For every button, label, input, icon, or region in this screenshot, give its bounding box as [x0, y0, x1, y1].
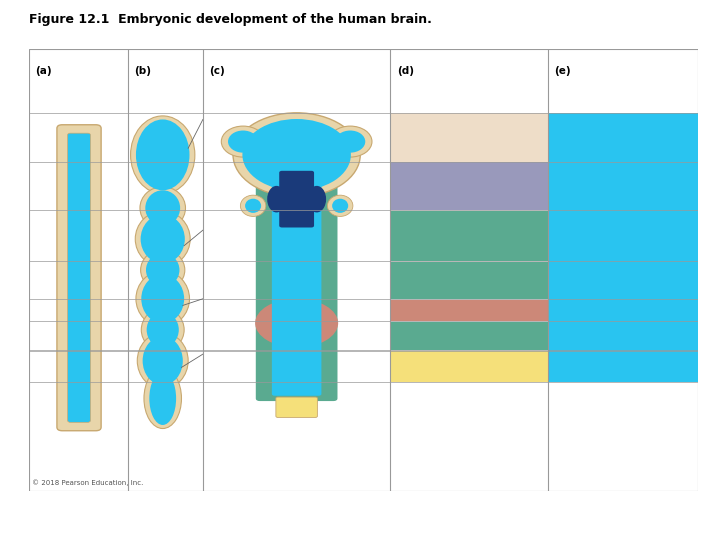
Ellipse shape	[140, 249, 185, 291]
Bar	[548, 113, 698, 382]
Ellipse shape	[144, 368, 181, 429]
Ellipse shape	[245, 199, 261, 213]
Ellipse shape	[335, 131, 365, 153]
FancyBboxPatch shape	[57, 125, 101, 431]
FancyBboxPatch shape	[279, 171, 314, 227]
Text: (c): (c)	[210, 66, 225, 76]
Ellipse shape	[221, 126, 265, 157]
Bar	[390, 350, 548, 382]
Text: © 2018 Pearson Education, Inc.: © 2018 Pearson Education, Inc.	[32, 480, 143, 486]
Ellipse shape	[145, 190, 180, 226]
Ellipse shape	[240, 195, 266, 217]
Ellipse shape	[140, 187, 186, 230]
Ellipse shape	[149, 372, 176, 425]
Text: (a): (a)	[35, 66, 52, 76]
Bar	[390, 300, 548, 321]
FancyBboxPatch shape	[256, 179, 338, 401]
Ellipse shape	[267, 186, 286, 212]
Ellipse shape	[130, 116, 195, 194]
Ellipse shape	[141, 308, 184, 351]
Ellipse shape	[233, 113, 360, 197]
Bar	[390, 262, 548, 299]
Ellipse shape	[136, 119, 189, 190]
Ellipse shape	[147, 312, 179, 348]
Bar	[390, 163, 548, 210]
Ellipse shape	[135, 211, 190, 267]
Text: (d): (d)	[397, 66, 414, 76]
Ellipse shape	[146, 253, 179, 287]
Ellipse shape	[332, 199, 348, 213]
FancyBboxPatch shape	[68, 133, 91, 422]
Bar	[390, 322, 548, 350]
Ellipse shape	[141, 274, 184, 323]
Ellipse shape	[243, 119, 351, 191]
Ellipse shape	[140, 215, 185, 264]
Ellipse shape	[328, 126, 372, 157]
Ellipse shape	[328, 195, 353, 217]
Bar	[390, 211, 548, 261]
FancyBboxPatch shape	[272, 176, 321, 396]
Text: (e): (e)	[554, 66, 571, 76]
Ellipse shape	[143, 336, 183, 385]
Text: (b): (b)	[135, 66, 152, 76]
Ellipse shape	[228, 131, 258, 153]
FancyBboxPatch shape	[276, 397, 318, 417]
Text: Figure 12.1  Embryonic development of the human brain.: Figure 12.1 Embryonic development of the…	[29, 14, 432, 26]
Ellipse shape	[255, 299, 338, 348]
Ellipse shape	[138, 333, 188, 389]
Bar	[390, 113, 548, 161]
Ellipse shape	[136, 271, 189, 327]
Ellipse shape	[307, 186, 326, 212]
